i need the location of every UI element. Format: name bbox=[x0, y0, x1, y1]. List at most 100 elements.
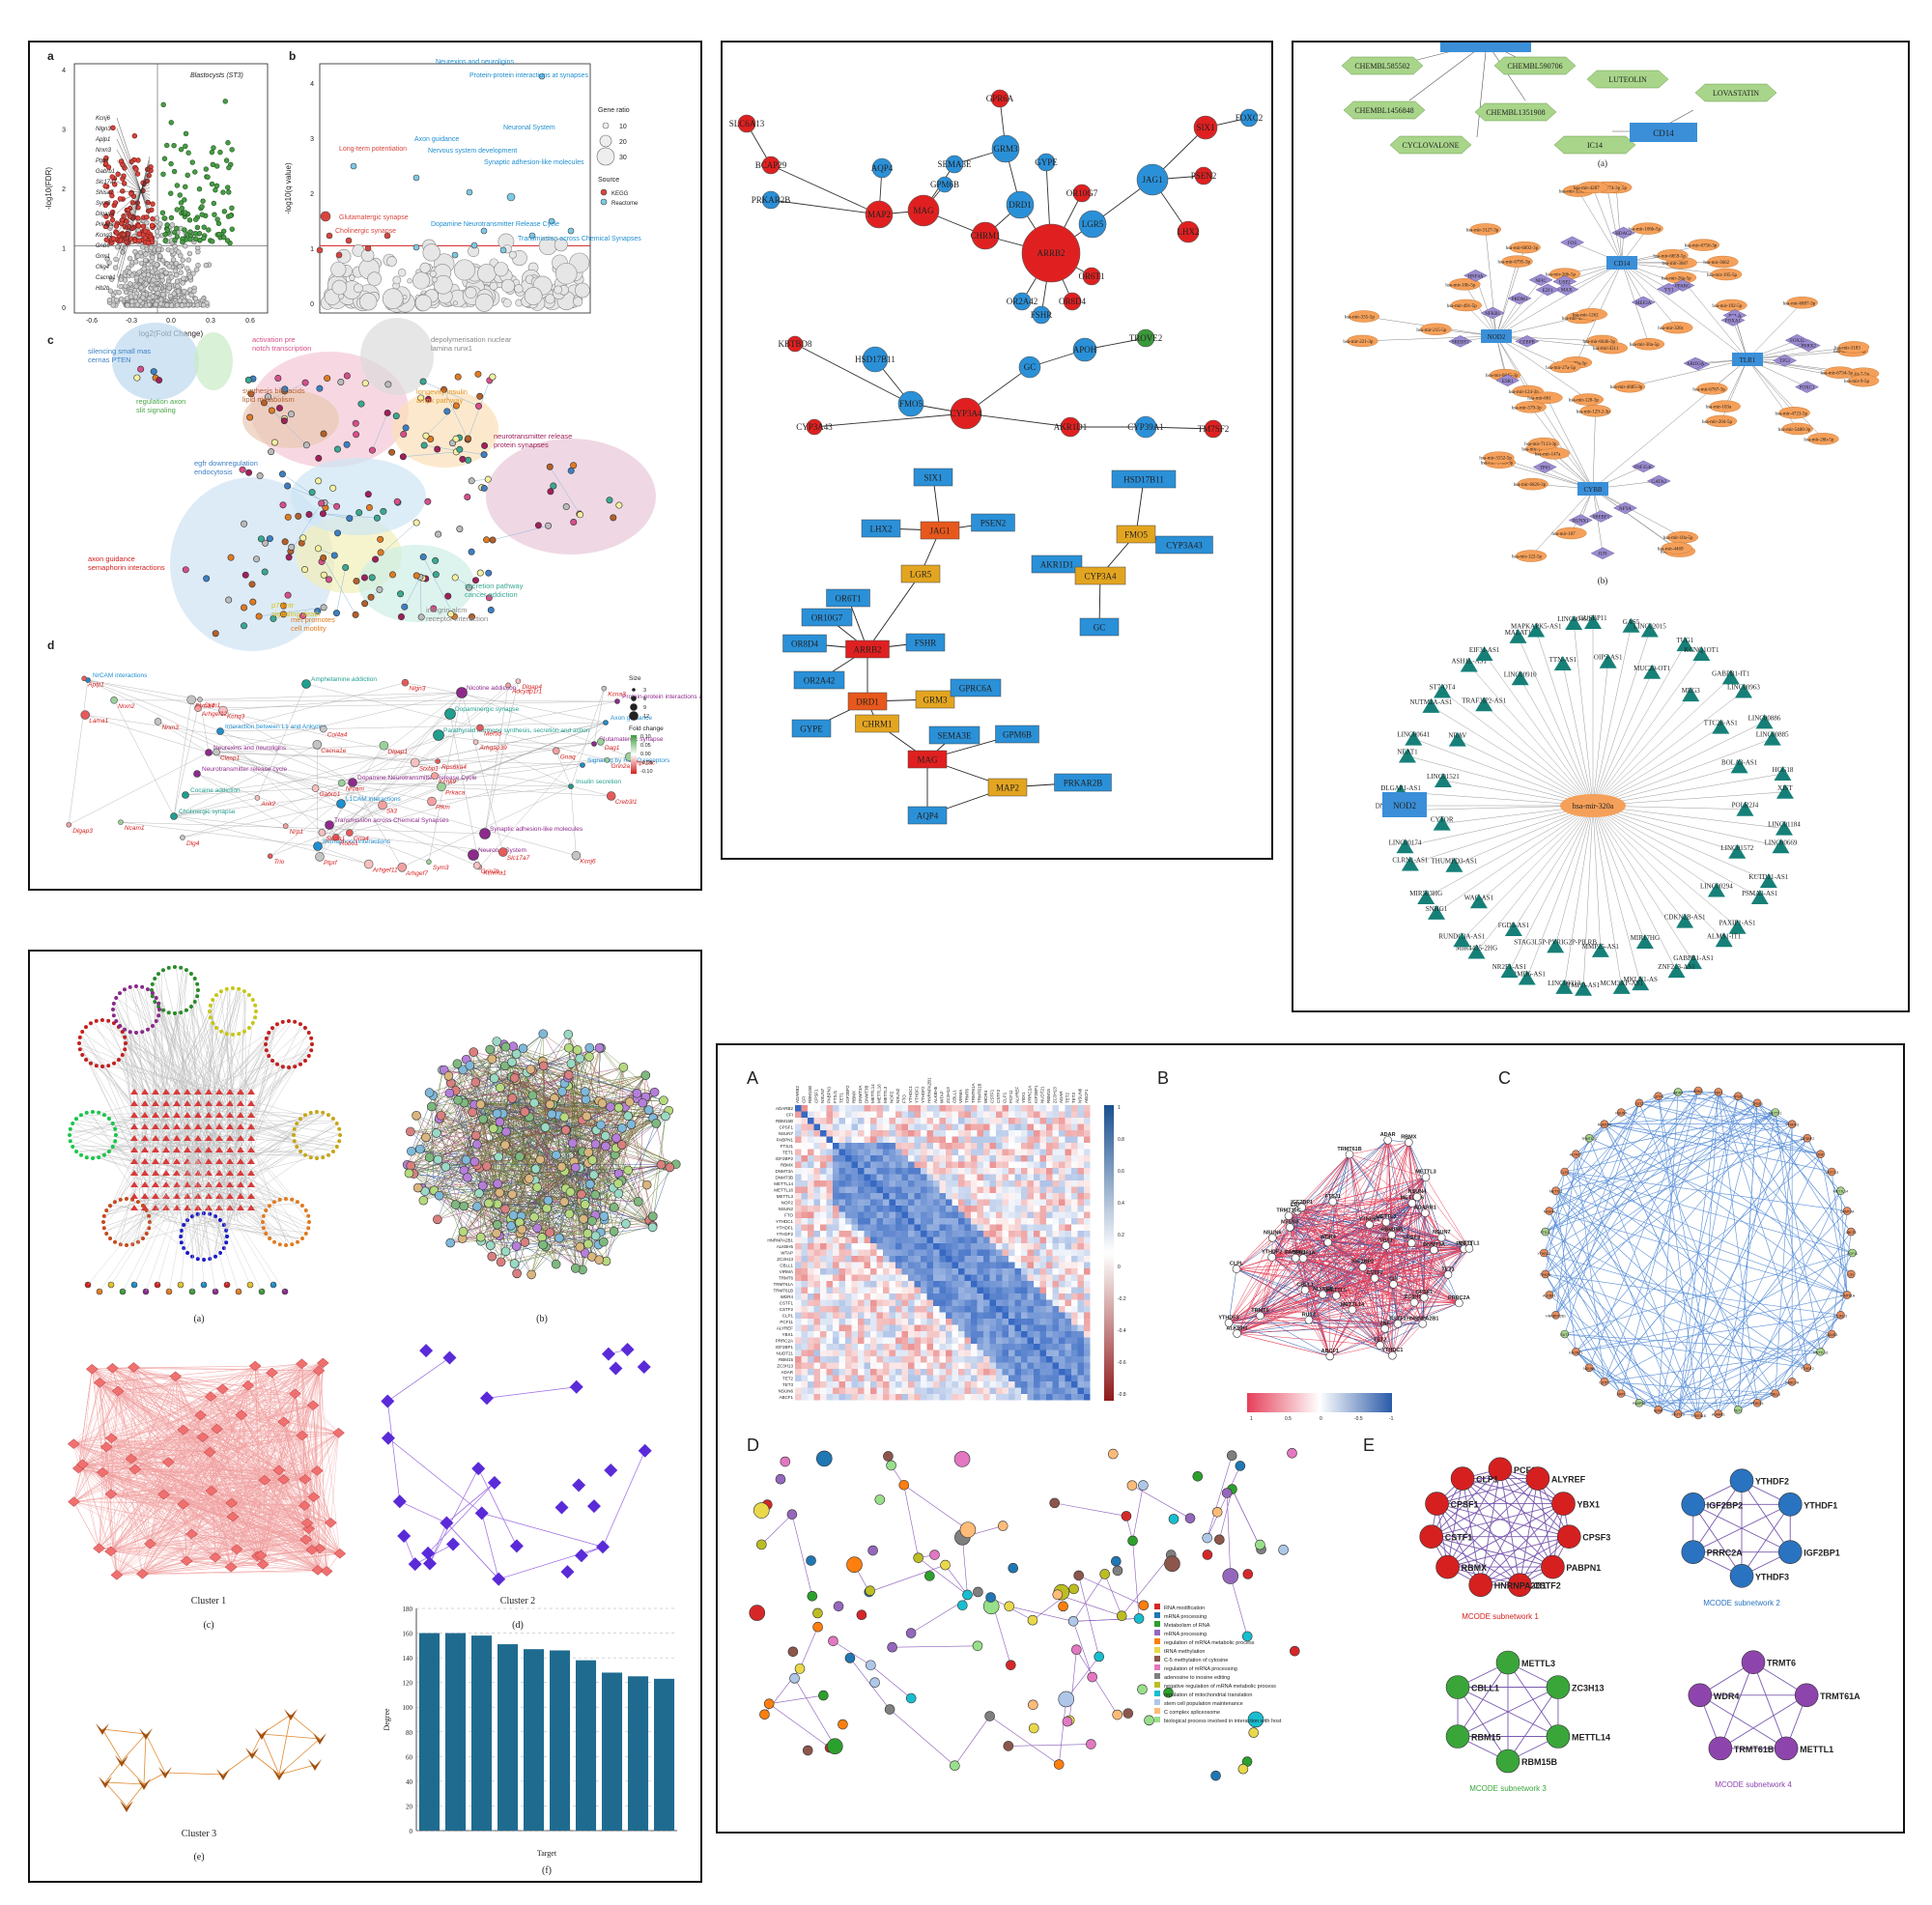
string-node bbox=[450, 1200, 461, 1209]
string-node bbox=[600, 1131, 611, 1141]
grid-target bbox=[226, 1135, 234, 1141]
tf-node bbox=[1590, 547, 1615, 559]
cluster-node bbox=[279, 611, 287, 618]
ring-node bbox=[306, 1226, 311, 1231]
gene-node bbox=[497, 847, 508, 857]
gene-node bbox=[378, 800, 387, 810]
gene-node bbox=[1193, 115, 1218, 140]
volcano-point-ns bbox=[159, 273, 165, 279]
cluster-node bbox=[434, 445, 441, 453]
c1-edge bbox=[99, 1472, 103, 1549]
volcano-point-up bbox=[209, 239, 215, 244]
ring-node bbox=[156, 972, 160, 977]
lncrna-label: CYTOR bbox=[1431, 816, 1454, 824]
ring-node bbox=[118, 1197, 123, 1202]
cluster-node bbox=[550, 482, 557, 490]
lnc-edge bbox=[1592, 726, 1721, 807]
volcano-point-ns bbox=[113, 256, 119, 263]
ring-node bbox=[91, 1155, 96, 1160]
string-edge bbox=[476, 1110, 669, 1145]
lncrna-label: MAPKAPK5-AS1 bbox=[1511, 622, 1562, 630]
string-node bbox=[538, 1029, 549, 1039]
ring-node bbox=[80, 1030, 85, 1035]
string-node bbox=[474, 1188, 484, 1199]
string-node bbox=[563, 1042, 574, 1053]
hub-edge bbox=[192, 1035, 309, 1133]
string-node bbox=[551, 1259, 561, 1269]
string-edge bbox=[558, 1058, 581, 1238]
gene-label: Trio bbox=[274, 859, 285, 866]
tf-node bbox=[1560, 236, 1585, 249]
grid-target bbox=[130, 1181, 138, 1187]
ring-node bbox=[111, 1008, 116, 1012]
bubble-legend-size-val: 30 bbox=[619, 155, 627, 161]
bubble-point-ns bbox=[508, 250, 517, 259]
lncrna-label: ST7-OT4 bbox=[1430, 684, 1456, 692]
c1-edge bbox=[210, 1452, 232, 1568]
string-edge bbox=[462, 1066, 624, 1101]
grid-target bbox=[237, 1193, 244, 1199]
gene-node bbox=[871, 157, 893, 179]
volcano-point-up bbox=[179, 205, 185, 212]
gene-node-label: OR10G7 bbox=[1066, 188, 1098, 198]
volcano-point-up bbox=[211, 145, 216, 151]
box-node bbox=[1116, 525, 1156, 544]
hub-edge bbox=[194, 990, 238, 1174]
hub-edge bbox=[194, 1221, 269, 1235]
lncrna-label: RUNDC3A-AS1 bbox=[1438, 932, 1485, 940]
string-edge bbox=[410, 1131, 513, 1229]
leaf-edge bbox=[191, 1153, 195, 1293]
grid-target bbox=[130, 1123, 138, 1129]
gene-node-label: GRM3 bbox=[993, 144, 1018, 154]
string-node bbox=[571, 1162, 581, 1173]
c1-edge bbox=[150, 1505, 305, 1545]
string-node bbox=[563, 1070, 574, 1080]
reg-edge bbox=[1680, 277, 1748, 360]
ring-node bbox=[303, 1208, 308, 1212]
gene-node bbox=[1136, 328, 1155, 348]
tf-node bbox=[1657, 283, 1682, 296]
gene-label: Clrm1 bbox=[204, 702, 221, 709]
hub-node bbox=[1577, 482, 1608, 496]
bubble-point-sig bbox=[326, 232, 333, 240]
ring-node bbox=[298, 1062, 303, 1066]
volcano-point-up bbox=[177, 192, 183, 198]
pathway-edge bbox=[222, 710, 354, 783]
bubble-point-ns bbox=[554, 285, 563, 295]
volcano-point-ns bbox=[128, 294, 134, 299]
volcano-point-down bbox=[119, 220, 125, 227]
gene-label: Arhgef12 bbox=[201, 711, 228, 718]
volcano-point-up bbox=[226, 164, 232, 171]
ring-node bbox=[124, 1041, 128, 1046]
ring-node bbox=[261, 1220, 266, 1225]
lncrna-label: GABPB1-IT1 bbox=[1712, 669, 1750, 677]
lnc-edge bbox=[1426, 805, 1594, 898]
string-node bbox=[613, 1102, 624, 1113]
hub-edge bbox=[133, 1101, 182, 1242]
string-edge bbox=[450, 1202, 491, 1243]
cluster-node bbox=[279, 501, 287, 509]
ring-node bbox=[267, 1204, 271, 1208]
ring-node bbox=[230, 986, 235, 991]
string-node bbox=[495, 1187, 505, 1198]
lnc-edge bbox=[1592, 805, 1718, 891]
bubble-legend-source-title: Source bbox=[598, 177, 619, 184]
string-node bbox=[465, 1061, 475, 1070]
bubble-point-ns bbox=[402, 295, 408, 299]
lnc-edge bbox=[1535, 630, 1594, 807]
ring-node bbox=[298, 1117, 302, 1122]
c1-edge bbox=[271, 1372, 296, 1394]
cluster-node bbox=[364, 491, 372, 498]
grid-target bbox=[141, 1170, 149, 1176]
hub-edge bbox=[144, 1159, 226, 1238]
bubble-point-ns bbox=[502, 299, 512, 308]
box-node-label: AQP4 bbox=[917, 811, 939, 821]
ring-node bbox=[217, 1217, 222, 1222]
volcano-point-up bbox=[180, 239, 185, 245]
volcano-point-ns bbox=[134, 301, 141, 307]
cluster-edge bbox=[419, 577, 422, 617]
lncrna-node bbox=[1591, 942, 1609, 957]
string-node bbox=[570, 1264, 581, 1273]
volcano-point-up bbox=[221, 235, 227, 241]
grid-target bbox=[226, 1205, 234, 1210]
